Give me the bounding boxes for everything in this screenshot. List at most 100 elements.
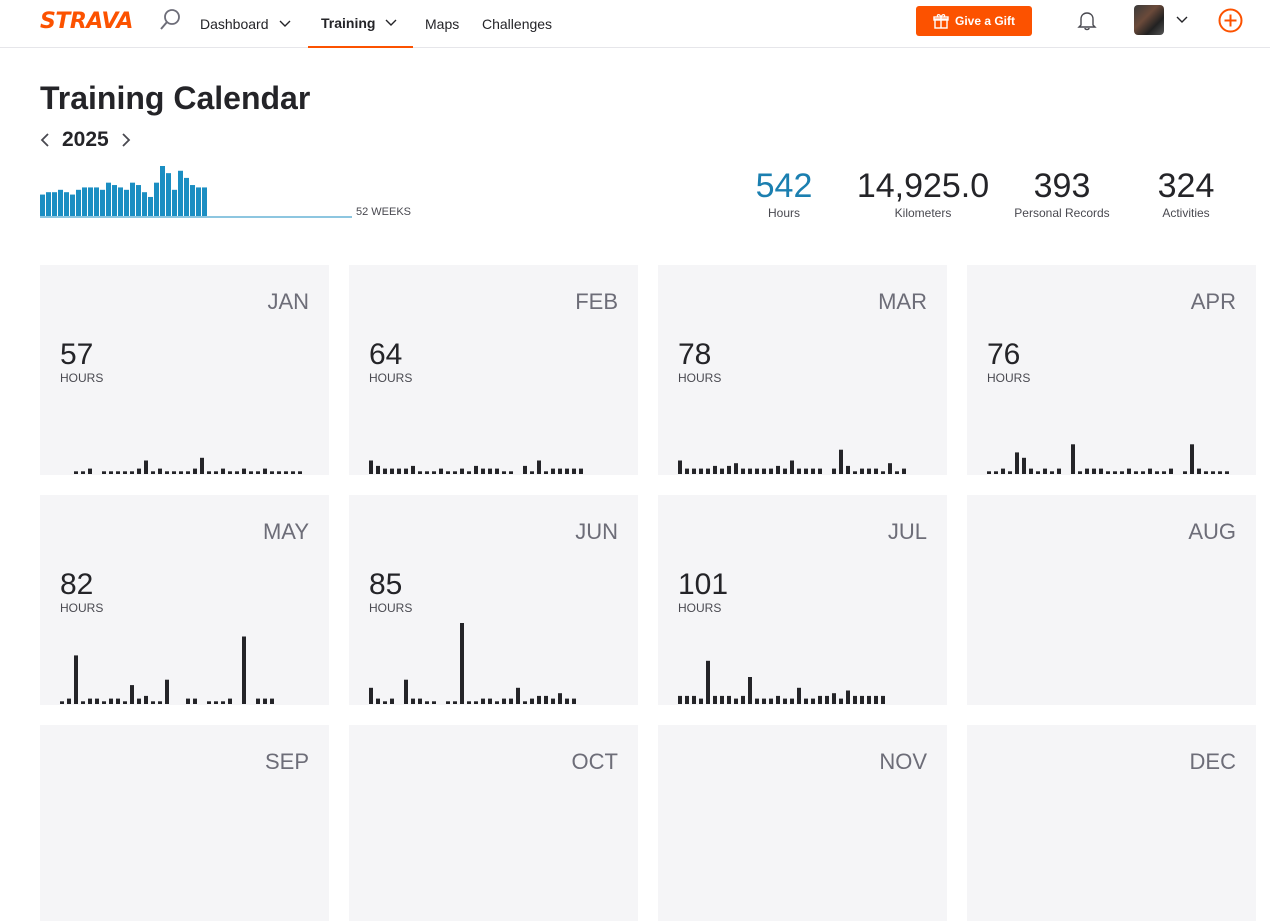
- month-card[interactable]: MAR 78 HOURS: [658, 265, 947, 475]
- day-bar: [481, 468, 485, 474]
- day-bar: [1190, 444, 1194, 474]
- day-bar: [390, 468, 394, 474]
- day-bar: [558, 693, 562, 704]
- day-bar: [74, 655, 78, 704]
- week-bar[interactable]: [196, 187, 201, 216]
- bell-icon[interactable]: [1076, 9, 1098, 31]
- day-bar: [846, 690, 850, 704]
- day-bar: [572, 468, 576, 474]
- day-bar: [228, 471, 232, 474]
- day-bar: [769, 698, 773, 704]
- week-bar[interactable]: [178, 170, 183, 216]
- week-bar[interactable]: [172, 189, 177, 216]
- week-bar[interactable]: [184, 177, 189, 216]
- day-bar: [1043, 468, 1047, 474]
- day-bar: [825, 695, 829, 704]
- give-a-gift-button[interactable]: Give a Gift: [916, 6, 1032, 36]
- strava-logo[interactable]: STRAVA: [40, 9, 133, 34]
- week-bar[interactable]: [148, 196, 153, 216]
- day-bar: [137, 468, 141, 474]
- nav-dashboard[interactable]: Dashboard: [200, 0, 291, 48]
- day-bar: [818, 468, 822, 474]
- day-bar: [418, 698, 422, 704]
- month-hours-value: 76: [987, 338, 1021, 371]
- day-bar: [67, 698, 71, 704]
- day-bar: [720, 468, 724, 474]
- daily-hours-chart: [678, 449, 906, 474]
- day-bar: [790, 460, 794, 474]
- nav-maps[interactable]: Maps: [425, 16, 460, 32]
- day-bar: [509, 471, 513, 474]
- day-bar: [804, 468, 808, 474]
- stat-hours-value: 542: [755, 167, 813, 205]
- week-bar[interactable]: [166, 173, 171, 216]
- day-bar: [411, 465, 415, 474]
- day-bar: [144, 460, 148, 474]
- month-name: JAN: [267, 289, 309, 314]
- day-bar: [137, 698, 141, 704]
- day-bar: [460, 623, 464, 704]
- day-bar: [495, 701, 499, 704]
- search-icon[interactable]: [158, 8, 182, 32]
- daily-hours-chart: [74, 457, 302, 474]
- week-bar[interactable]: [142, 192, 147, 216]
- avatar[interactable]: [1134, 5, 1164, 35]
- week-bar[interactable]: [190, 185, 195, 216]
- month-card[interactable]: JUL 101 HOURS: [658, 495, 947, 705]
- week-bar[interactable]: [88, 187, 93, 216]
- month-card[interactable]: AUG: [967, 495, 1256, 705]
- day-bar: [425, 471, 429, 474]
- week-bar[interactable]: [124, 189, 129, 216]
- month-card[interactable]: OCT: [349, 725, 638, 921]
- add-activity-icon[interactable]: [1218, 8, 1243, 33]
- day-bar: [881, 695, 885, 704]
- day-bar: [1057, 468, 1061, 474]
- week-bar[interactable]: [52, 192, 57, 216]
- week-bar[interactable]: [112, 185, 117, 216]
- week-bar[interactable]: [160, 166, 165, 216]
- day-bar: [734, 698, 738, 704]
- week-bar[interactable]: [64, 192, 69, 216]
- day-bar: [369, 460, 373, 474]
- week-bar[interactable]: [130, 182, 135, 216]
- week-bar[interactable]: [58, 189, 63, 216]
- month-card[interactable]: JAN 57 HOURS: [40, 265, 329, 475]
- month-card[interactable]: SEP: [40, 725, 329, 921]
- week-bar[interactable]: [76, 189, 81, 216]
- month-card[interactable]: MAY 82 HOURS: [40, 495, 329, 705]
- week-bar[interactable]: [40, 194, 45, 216]
- nav-training[interactable]: Training: [308, 0, 413, 48]
- month-card[interactable]: JUN 85 HOURS: [349, 495, 638, 705]
- day-bar: [706, 660, 710, 704]
- week-bar[interactable]: [94, 187, 99, 216]
- month-hours-label: HOURS: [678, 601, 722, 615]
- chevron-down-icon[interactable]: [1176, 16, 1188, 24]
- month-card[interactable]: FEB 64 HOURS: [349, 265, 638, 475]
- day-bar: [207, 471, 211, 474]
- week-bar[interactable]: [106, 182, 111, 216]
- week-bar[interactable]: [136, 185, 141, 216]
- day-bar: [242, 636, 246, 704]
- week-bar[interactable]: [118, 187, 123, 216]
- day-bar: [860, 468, 864, 474]
- week-bar[interactable]: [100, 189, 105, 216]
- day-bar: [839, 698, 843, 704]
- week-bar[interactable]: [202, 187, 207, 216]
- month-card[interactable]: APR 76 HOURS: [967, 265, 1256, 475]
- stat-personal-records: 393 Personal Records: [1008, 166, 1116, 220]
- month-hours-label: HOURS: [678, 371, 722, 385]
- month-card[interactable]: DEC: [967, 725, 1256, 921]
- day-bar: [713, 465, 717, 474]
- nav-challenges[interactable]: Challenges: [482, 16, 553, 32]
- week-bar[interactable]: [46, 192, 51, 216]
- day-bar: [994, 471, 998, 474]
- day-bar: [88, 698, 92, 704]
- chevron-left-icon[interactable]: [40, 132, 50, 148]
- week-bar[interactable]: [70, 194, 75, 216]
- month-card[interactable]: NOV: [658, 725, 947, 921]
- week-bar[interactable]: [154, 182, 159, 216]
- day-bar: [291, 471, 295, 474]
- week-bar[interactable]: [82, 187, 87, 216]
- day-bar: [102, 701, 106, 704]
- chevron-right-icon[interactable]: [121, 132, 131, 148]
